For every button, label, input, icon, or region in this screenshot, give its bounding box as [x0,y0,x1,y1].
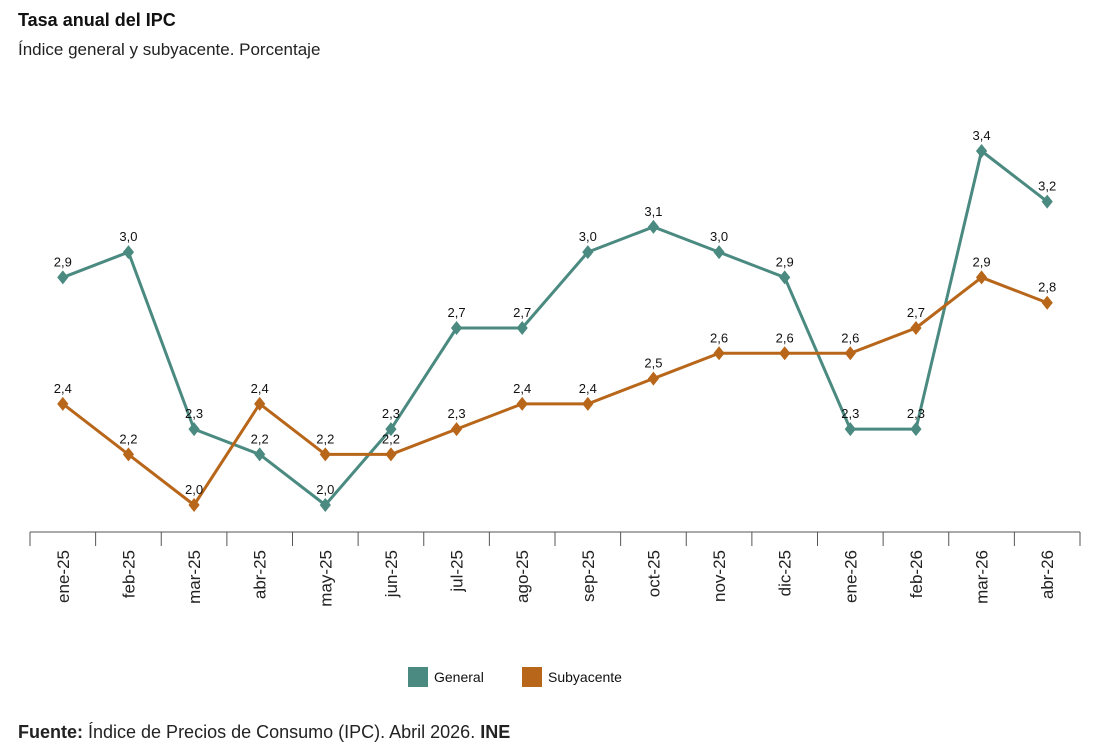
x-tick-label: dic-25 [776,550,795,596]
data-label-subyacente: 2,2 [382,431,400,446]
data-label-general: 2,3 [841,406,859,421]
data-point-subyacente [713,346,725,361]
source-text: Índice de Precios de Consumo (IPC). Abri… [83,722,481,742]
data-label-general: 2,2 [251,431,269,446]
source-footer: Fuente: Índice de Precios de Consumo (IP… [18,722,510,743]
series-line-subyacente [61,275,1048,507]
data-label-general: 2,7 [513,305,531,320]
data-label-general: 3,0 [579,229,597,244]
data-point-general [910,422,922,437]
legend-swatch-subyacente [522,667,542,687]
data-label-subyacente: 2,0 [185,482,203,497]
series-line-general [62,149,1049,507]
data-label-general: 2,3 [907,406,925,421]
data-point-general [582,245,594,260]
data-label-general: 3,1 [644,204,662,219]
data-label-subyacente: 2,7 [907,305,925,320]
data-label-subyacente: 2,4 [54,381,72,396]
data-point-subyacente [975,270,988,285]
data-label-subyacente: 2,6 [841,330,859,345]
data-point-general [450,321,463,335]
data-point-general [319,498,331,512]
data-point-subyacente [910,321,922,335]
data-label-subyacente: 2,6 [776,330,794,345]
legend-swatch-general [408,667,428,687]
x-tick-label: oct-25 [644,550,663,597]
data-label-subyacente: 2,9 [973,254,991,269]
data-point-subyacente [582,396,594,411]
data-point-general [713,245,725,260]
data-label-general: 2,9 [776,254,794,269]
x-tick-label: jun-25 [382,550,401,598]
data-point-subyacente [254,396,266,411]
chart-title: Tasa anual del IPC [18,10,176,30]
data-point-general [57,270,69,285]
x-tick-label: abr-25 [251,550,270,599]
data-label-general: 3,2 [1038,179,1056,194]
data-point-general [844,422,856,437]
source-name: INE [480,722,511,742]
data-point-general [516,321,528,335]
data-point-general [254,447,266,462]
data-point-general [385,422,397,437]
line-chart: ene-25 feb-25 mar-25 abr-25 may-25 jun-25 jul-… [29,128,1081,687]
x-tick-label: abr-26 [1038,550,1057,599]
data-label-subyacente: 2,4 [579,381,597,396]
data-label-subyacente: 2,6 [710,330,728,345]
data-label-general: 2,0 [316,482,334,497]
data-point-subyacente [516,396,528,411]
data-point-general [647,219,660,234]
data-label-subyacente: 2,3 [448,406,466,421]
data-label-general: 2,3 [382,406,400,421]
data-label-general: 2,7 [448,305,466,320]
data-point-subyacente [385,447,397,462]
x-tick-label: feb-26 [907,550,926,598]
data-label-subyacente: 2,2 [316,431,334,446]
x-tick-label: ago-25 [513,550,532,603]
data-label-subyacente: 2,4 [513,381,531,396]
x-tick-label: mar-25 [185,550,204,604]
x-tick-label: nov-25 [710,550,729,602]
x-tick-label: ene-26 [841,550,860,603]
data-point-general [779,270,791,285]
data-label-subyacente: 2,5 [644,356,662,371]
data-point-subyacente [188,498,200,512]
legend-label-general: General [434,669,484,685]
x-tick-label: feb-25 [119,550,138,598]
data-label-subyacente: 2,2 [119,431,137,446]
data-label-general: 3,4 [973,128,991,143]
x-tick-label: may-25 [316,550,335,607]
data-point-general [1041,194,1053,209]
source-label: Fuente: [18,722,83,742]
data-label-subyacente: 2,8 [1038,280,1056,295]
data-label-general: 3,0 [710,229,728,244]
data-label-general: 2,9 [54,254,72,269]
data-point-subyacente [450,422,463,437]
legend-label-subyacente: Subyacente [548,669,622,685]
data-point-subyacente [319,447,331,462]
data-point-subyacente [1041,295,1053,310]
data-label-subyacente: 2,4 [251,381,269,396]
data-point-general [188,422,200,437]
x-tick-label: mar-26 [973,550,992,604]
data-point-subyacente [844,346,856,361]
data-point-subyacente [122,447,135,462]
data-point-general [975,144,988,158]
x-tick-label: jul-25 [448,550,467,593]
x-tick-label: sep-25 [579,550,598,602]
data-label-general: 2,3 [185,406,203,421]
x-tick-label: ene-25 [54,550,73,603]
data-label-general: 3,0 [119,229,137,244]
data-point-general [122,245,135,260]
data-point-subyacente [779,346,791,361]
data-point-subyacente [647,371,660,386]
chart-subtitle: Índice general y subyacente. Porcentaje [18,40,321,59]
data-point-subyacente [57,396,69,411]
